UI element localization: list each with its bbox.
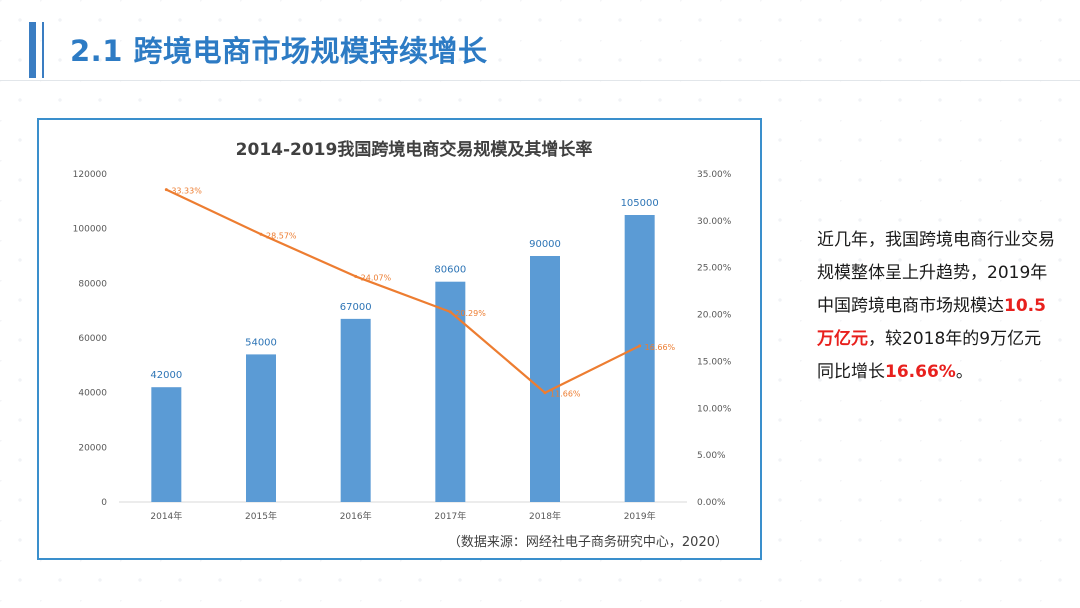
x-tick-label: 2015年 — [245, 510, 277, 522]
y-left-tick-label: 60000 — [78, 334, 107, 344]
y-right-tick-label: 0.00% — [697, 498, 726, 508]
bar-value-label: 80600 — [434, 265, 466, 276]
line-value-label: 11.66% — [550, 390, 581, 399]
x-tick-label: 2019年 — [624, 510, 656, 522]
bar — [530, 256, 560, 502]
highlight-growth-rate: 16.66% — [885, 362, 956, 382]
y-left-tick-label: 20000 — [78, 443, 107, 453]
line-point — [354, 274, 358, 278]
y-left-tick-label: 40000 — [78, 389, 107, 399]
y-left-tick-label: 120000 — [73, 170, 108, 180]
summary-text-part-3: 。 — [955, 362, 973, 382]
bar — [246, 354, 276, 502]
line-point — [638, 344, 642, 348]
x-tick-label: 2014年 — [150, 510, 182, 522]
bar — [624, 215, 655, 502]
line-value-label: 20.29% — [455, 309, 486, 318]
title-accent-line — [42, 22, 44, 78]
bar — [151, 387, 182, 502]
y-right-tick-label: 25.00% — [697, 264, 732, 274]
line-value-label: 28.57% — [266, 231, 297, 240]
chart-svg: 2014-2019我国跨境电商交易规模及其增长率 0 20000 40000 6000… — [73, 139, 732, 522]
y-right-tick-label: 30.00% — [697, 217, 732, 227]
summary-text-part-2: ，较2018年的9万亿元同比增长 — [817, 329, 1042, 382]
chart-title: 2014-2019我国跨境电商交易规模及其增长率 — [236, 139, 593, 160]
highlight-market-size: 10.5万亿元 — [817, 296, 1046, 349]
line-point — [448, 310, 452, 314]
bar-value-label: 90000 — [529, 239, 561, 250]
line-point — [164, 188, 168, 192]
bar — [340, 318, 371, 502]
line-value-label: 33.33% — [171, 187, 202, 196]
summary-text: 近几年，我国跨境电商行业交易规模整体呈上升趋势，2019年中国跨境电商市场规模达… — [817, 224, 1057, 389]
growth-rate-line — [165, 188, 641, 394]
bar-value-label: 67000 — [340, 302, 372, 313]
y-right-tick-label: 5.00% — [697, 451, 726, 461]
bar-value-label: 105000 — [621, 198, 659, 209]
line-value-label: 24.07% — [361, 273, 392, 282]
y-left-tick-label: 0 — [101, 498, 107, 508]
line-value-label: 16.66% — [645, 343, 676, 352]
x-tick-label: 2017年 — [434, 510, 466, 522]
x-tick-label: 2016年 — [340, 510, 372, 522]
y-right-tick-label: 15.00% — [697, 357, 732, 367]
summary-text-part-1: 近几年，我国跨境电商行业交易规模整体呈上升趋势，2019年中国跨境电商市场规模达 — [817, 230, 1055, 316]
line-point — [543, 391, 547, 395]
x-tick-label: 2018年 — [529, 510, 561, 522]
bar-series: 42000 54000 67000 80600 90000 105000 — [150, 198, 659, 502]
bar-value-label: 42000 — [150, 370, 182, 381]
bar-value-label: 54000 — [245, 337, 277, 348]
y-right-tick-label: 35.00% — [697, 170, 732, 180]
page-title: 2.1 跨境电商市场规模持续增长 — [70, 34, 488, 68]
y-left-tick-label: 80000 — [78, 279, 107, 289]
y-left-tick-label: 100000 — [73, 225, 108, 235]
line-series: 33.33% 28.57% 24.07% 20.29% 11.66% 16.66% — [164, 187, 676, 399]
chart-panel: 2014-2019我国跨境电商交易规模及其增长率 0 20000 40000 6000… — [37, 118, 762, 560]
title-bar: 2.1 跨境电商市场规模持续增长 — [0, 0, 1080, 81]
source-note: （数据来源：网经社电子商务研究中心，2020） — [447, 535, 728, 550]
title-accent-bar — [29, 22, 36, 78]
bar — [435, 281, 466, 502]
chart-axes: 0 20000 40000 60000 80000 100000 120000 0.00% 5.… — [73, 170, 732, 522]
y-right-tick-label: 10.00% — [697, 404, 732, 414]
y-right-tick-label: 20.00% — [697, 311, 732, 321]
line-point — [259, 232, 263, 236]
